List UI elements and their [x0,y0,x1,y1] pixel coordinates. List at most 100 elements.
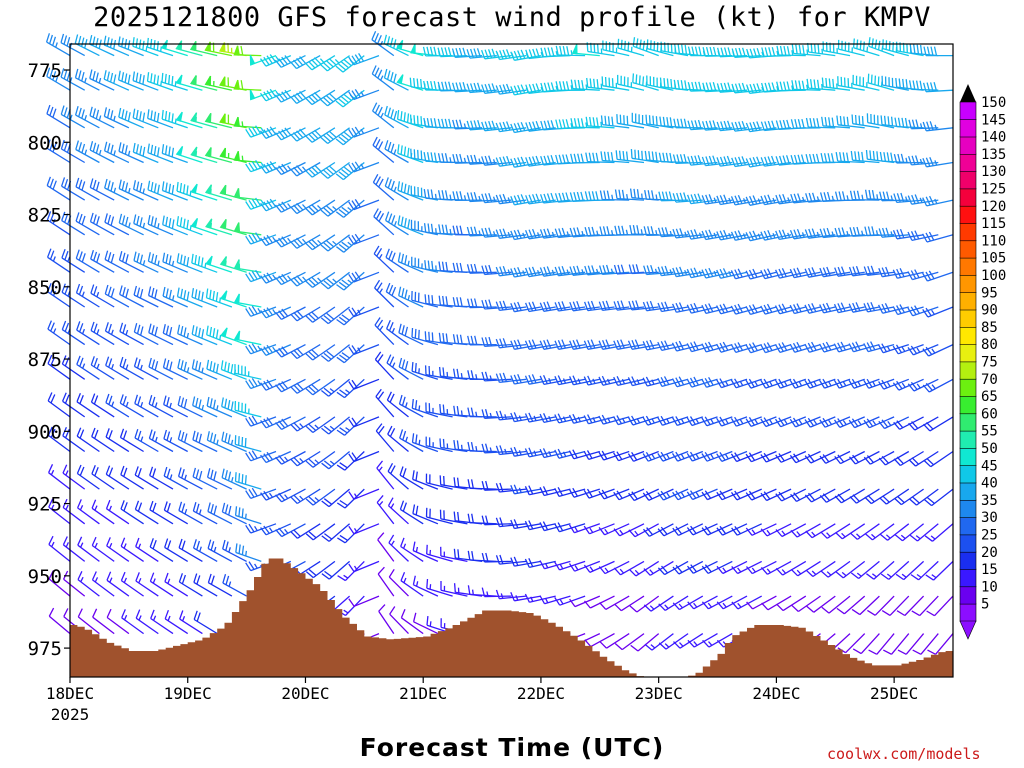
barb-shaft [281,344,306,358]
barb-full [672,193,677,203]
barb-full [620,264,625,274]
wind-barb [103,35,130,57]
wind-barb [746,595,777,610]
barb-full [278,455,286,463]
barb-full [555,81,559,91]
barb-full [884,303,890,312]
barb-full [495,410,501,421]
barb-full [495,483,501,493]
barb-full [168,255,172,265]
barb-shaft [90,221,115,236]
barb-full [401,359,406,369]
barb-shaft [426,587,453,597]
barb-full [613,301,618,311]
barb-half [347,241,353,247]
barb-full [415,434,418,444]
barb-full [627,340,633,350]
barb-shaft [736,450,762,463]
barb-full [153,111,157,121]
wind-barb [879,191,909,202]
barb-shaft [91,401,115,418]
wind-barb [320,378,351,397]
barb-half [154,402,158,408]
barb-full [771,120,776,130]
barb-full [849,456,856,465]
barb-full [573,227,578,237]
barb-full [336,318,345,326]
barb-full [124,110,128,121]
barb-half [80,542,84,548]
barb-shaft [887,523,910,541]
barb-half [125,329,129,336]
barb-full [770,155,776,165]
wind-barb [539,595,571,605]
barb-full [795,44,798,54]
barb-full [230,364,234,374]
barb-full [477,120,481,130]
barb-shaft [193,510,218,525]
barb-full [510,268,515,278]
barb-full [745,232,751,241]
barb-full [237,151,240,161]
barb-full [137,396,142,406]
barb-shaft [705,127,733,131]
barb-full [139,145,143,155]
barb-full [293,529,301,537]
barb-flag [571,44,578,55]
barb-full [127,40,131,50]
barb-shaft [823,234,851,239]
barb-full [804,343,810,353]
barb-full [543,82,548,92]
barb-full [756,121,761,131]
barb-full [103,35,107,46]
barb-full [397,252,401,262]
barb-half [153,615,157,621]
barb-full [760,270,766,279]
barb-full [186,257,190,267]
barb-full [471,550,474,561]
barb-full [354,89,361,98]
wind-barb [790,193,821,204]
barb-full [487,49,493,59]
barb-full [237,188,241,198]
barb-full [221,468,225,478]
barb-full [122,287,126,297]
barb-full [801,118,805,129]
barb-full [528,229,534,239]
barb-half [463,157,467,164]
wind-barb [481,83,512,94]
barb-full [693,341,699,351]
wind-barb [883,633,910,655]
barb-full [767,156,772,166]
wind-barb [701,595,733,610]
barb-full [152,502,157,512]
barb-full [807,378,814,388]
wind-barb [467,335,497,346]
barb-shaft [62,400,86,418]
barb-full [572,265,578,276]
wind-barb [586,77,615,91]
barb-full [881,419,889,428]
barb-full [539,302,545,312]
barb-half [518,450,522,456]
barb-full [248,272,255,281]
barb-shaft [177,333,203,346]
barb-full [749,195,754,205]
barb-full [308,133,316,141]
barb-full [513,339,519,349]
wind-barb [396,74,424,91]
barb-full [266,127,273,137]
barb-half [186,367,190,373]
barb-full [275,239,282,248]
barb-shaft [398,295,424,308]
barb-full [251,415,258,425]
barb-full [499,122,504,132]
barb-full [605,339,611,349]
barb-half [489,412,493,419]
barb-shaft [222,582,247,597]
barb-full [139,288,144,299]
barb-full [565,119,570,129]
barb-shaft [207,476,233,490]
barb-full [546,266,552,276]
wind-barb [599,633,630,649]
